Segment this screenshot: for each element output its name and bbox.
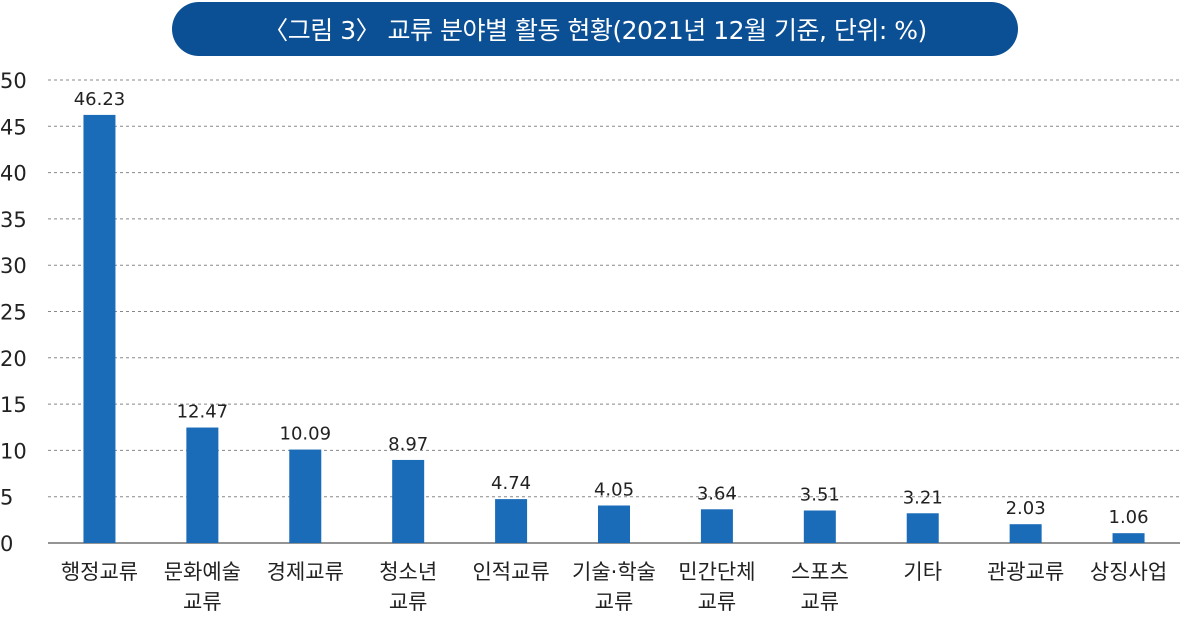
bar: [1112, 533, 1145, 543]
category-label: 교류: [800, 590, 839, 614]
data-label: 3.51: [800, 484, 840, 505]
data-label: 4.74: [491, 473, 531, 494]
category-label: 기타: [903, 560, 942, 584]
data-label: 46.23: [74, 89, 126, 110]
data-label: 12.47: [177, 402, 229, 423]
y-tick-label: 25: [0, 301, 27, 325]
data-label: 2.03: [1006, 498, 1046, 519]
y-tick-label: 20: [0, 347, 27, 371]
bar: [495, 499, 528, 543]
y-tick-label: 10: [0, 439, 27, 463]
bar: [700, 509, 733, 543]
category-label: 청소년: [379, 560, 437, 584]
y-tick-label: 15: [0, 393, 27, 417]
y-tick-label: 35: [0, 208, 27, 232]
category-label: 교류: [595, 590, 634, 614]
y-tick-label: 50: [0, 69, 27, 93]
category-label: 행정교류: [61, 560, 138, 584]
y-tick-label: 40: [0, 162, 27, 186]
category-label: 교류: [183, 590, 222, 614]
bar: [289, 449, 322, 543]
data-label: 8.97: [388, 434, 428, 455]
y-tick-label: 30: [0, 254, 27, 278]
y-axis-ticks: 0 5 10 15 20 25 30 35 40 45 50: [0, 69, 27, 556]
y-tick-label: 45: [0, 115, 27, 139]
category-label: 기술·학술: [572, 560, 656, 584]
y-tick-label: 0: [0, 532, 13, 556]
bar: [906, 513, 939, 543]
bar: [83, 114, 116, 543]
category-label: 인적교류: [472, 560, 549, 584]
gridlines: [48, 79, 1180, 544]
bar: [803, 510, 836, 543]
category-label: 교류: [389, 590, 428, 614]
category-label: 상징사업: [1090, 560, 1167, 584]
category-label: 관광교류: [987, 560, 1064, 584]
data-labels: 46.23 12.47 10.09 8.97 4.74 4.05 3.64 3.51 3.21 2…: [74, 89, 1149, 528]
data-label: 10.09: [280, 424, 332, 445]
category-label: 경제교류: [267, 560, 344, 584]
bar: [1009, 524, 1042, 543]
bar: [186, 427, 219, 543]
category-label: 문화예술: [164, 560, 241, 584]
category-label: 민간단체: [678, 560, 755, 584]
bar: [392, 459, 425, 543]
category-label: 스포츠: [791, 560, 849, 584]
category-label: 교류: [698, 590, 737, 614]
data-label: 3.64: [697, 483, 737, 504]
chart-title: 〈그림 3〉 교류 분야별 활동 현황(2021년 12월 기준, 단위: %): [172, 2, 1018, 56]
data-label: 4.05: [594, 479, 634, 500]
bars: [83, 114, 1145, 543]
bar: [598, 505, 630, 543]
y-tick-label: 5: [0, 486, 13, 510]
data-label: 3.21: [903, 487, 943, 508]
data-label: 1.06: [1109, 507, 1149, 528]
